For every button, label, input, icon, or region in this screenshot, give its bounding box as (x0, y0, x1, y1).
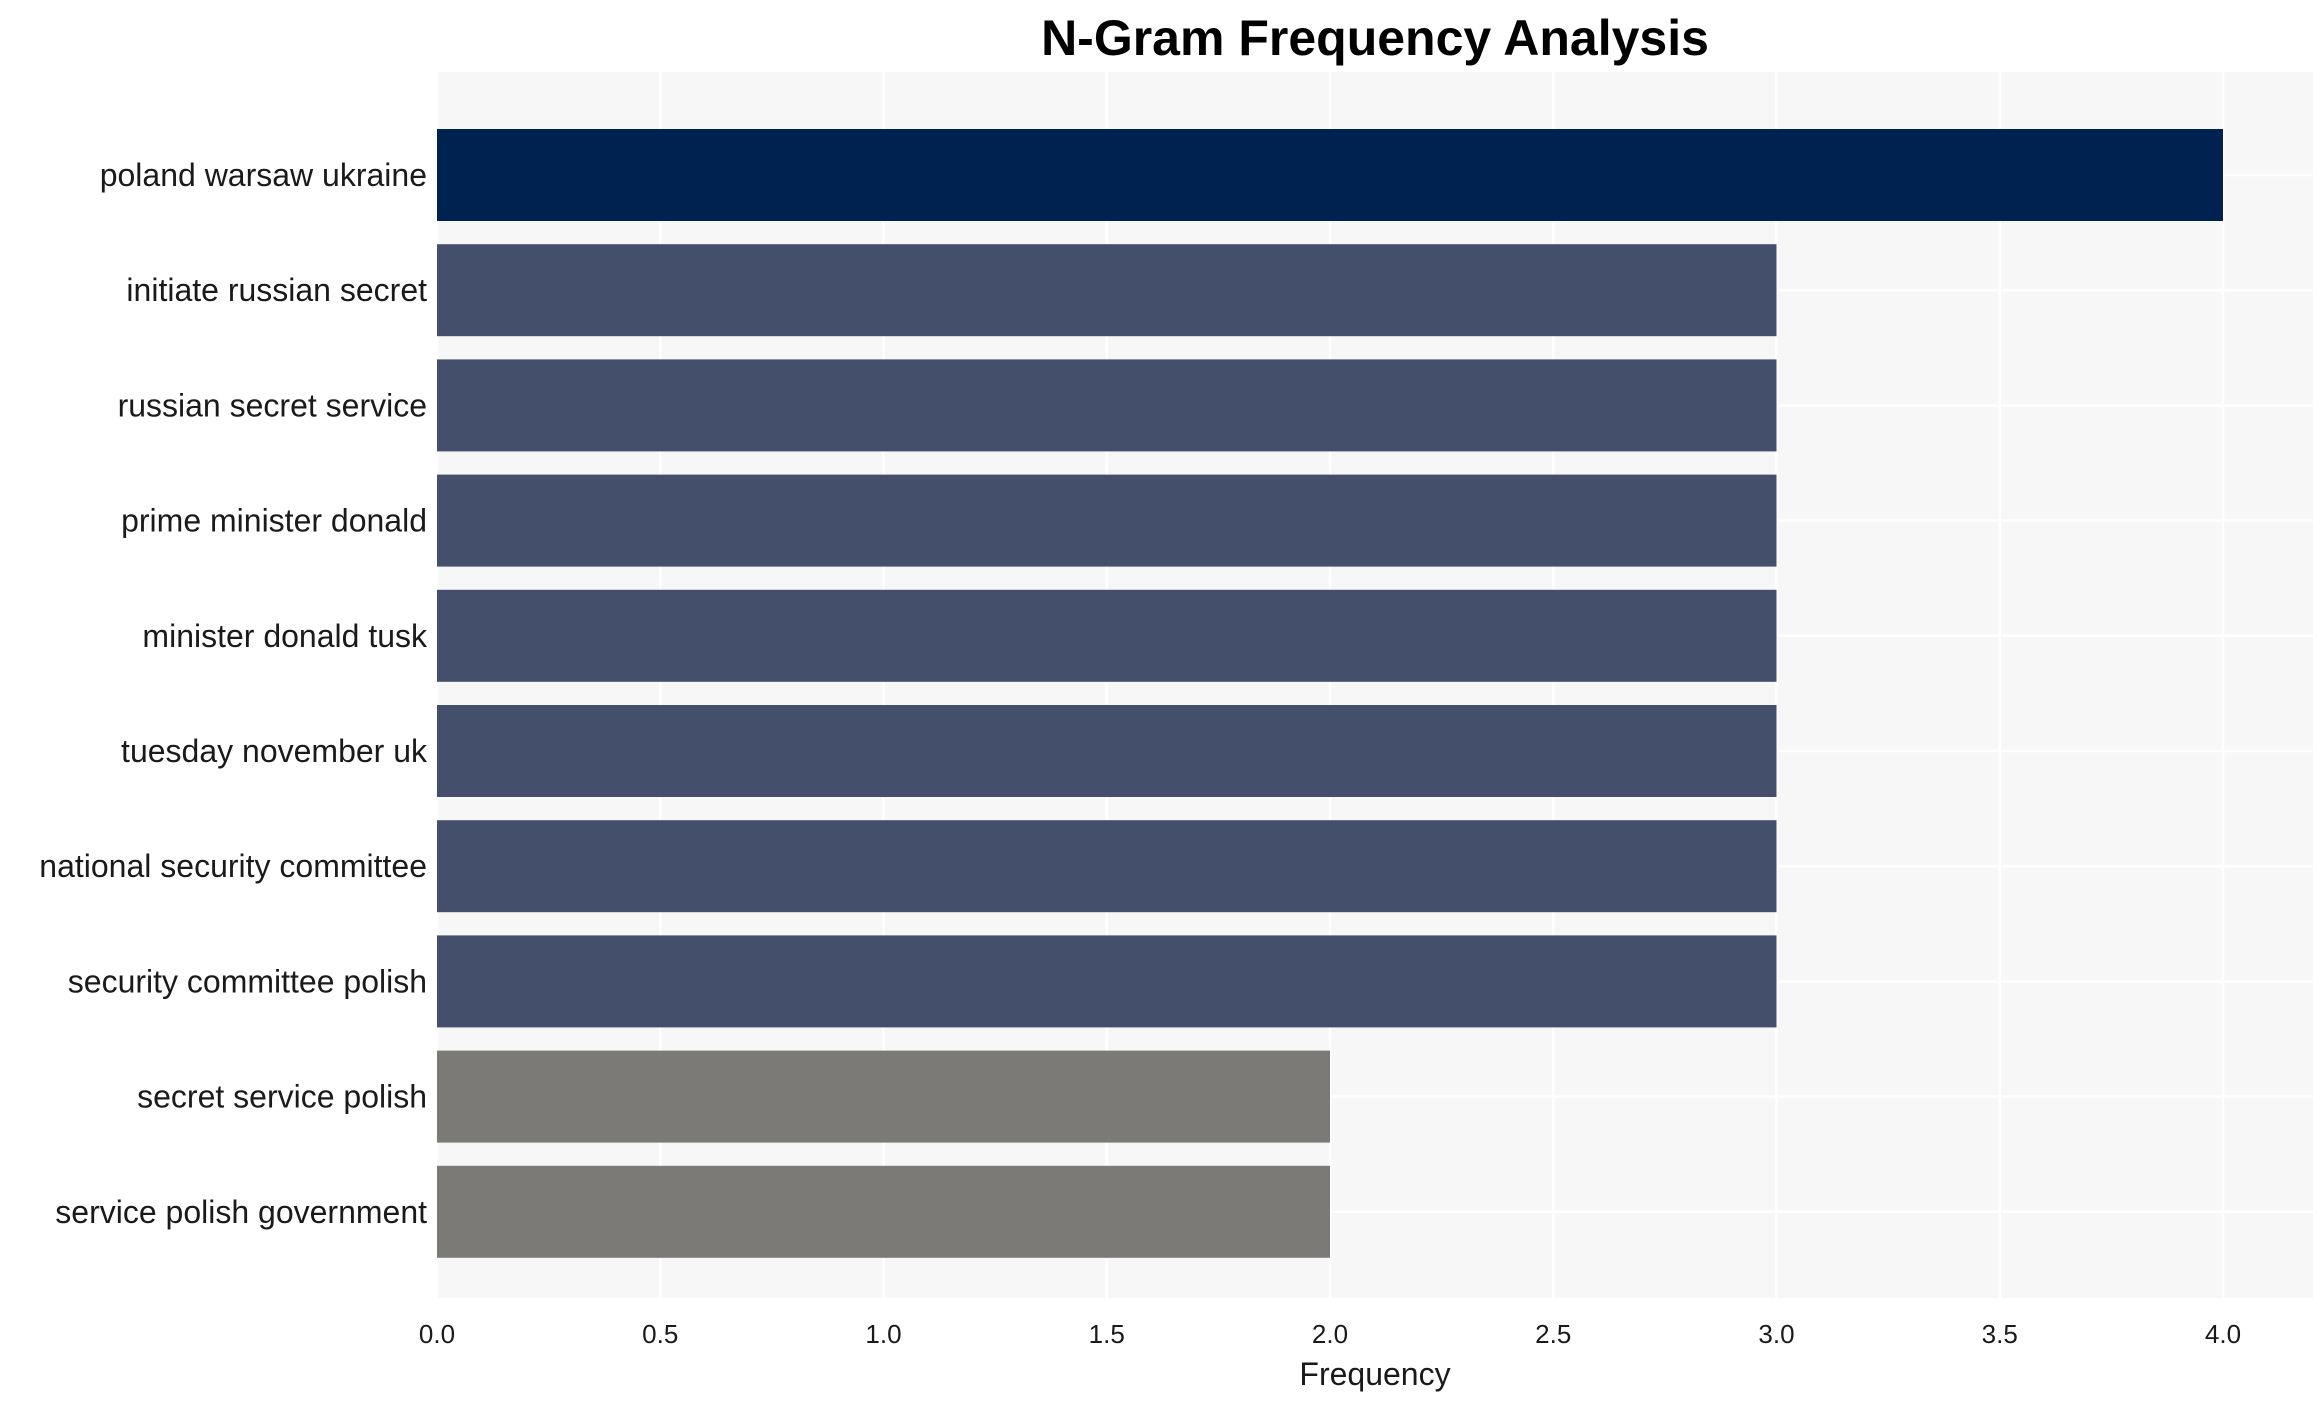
x-tick-label: 2.0 (1312, 1319, 1348, 1349)
x-tick-label: 3.0 (1758, 1319, 1794, 1349)
bar (437, 1165, 1330, 1258)
bar (437, 244, 1777, 337)
bars-group (437, 129, 2223, 1258)
x-tick-labels: 0.0 0.5 1.0 1.5 2.0 2.5 3.0 3.5 4.0 (419, 1319, 2241, 1349)
x-tick-label: 2.5 (1535, 1319, 1571, 1349)
bar (437, 1050, 1330, 1143)
category-label: poland warsaw ukraine (100, 157, 427, 193)
category-label: secret service polish (137, 1079, 427, 1115)
category-label: national security committee (39, 848, 427, 884)
bar (437, 589, 1777, 682)
category-label: security committee polish (68, 963, 427, 999)
bar (437, 820, 1777, 913)
category-label: minister donald tusk (142, 618, 428, 654)
bar (437, 129, 2223, 221)
category-label: tuesday november uk (121, 733, 428, 769)
category-label: service polish government (55, 1194, 427, 1230)
chart-title: N-Gram Frequency Analysis (1041, 10, 1709, 66)
x-axis-title: Frequency (1299, 1356, 1450, 1392)
category-label: prime minister donald (121, 503, 427, 539)
category-labels: poland warsaw ukraine initiate russian se… (39, 157, 428, 1230)
bar (437, 474, 1777, 567)
x-tick-label: 0.5 (642, 1319, 678, 1349)
bar (437, 359, 1777, 452)
x-tick-label: 3.5 (1982, 1319, 2018, 1349)
category-label: russian secret service (118, 387, 427, 423)
x-tick-label: 0.0 (419, 1319, 455, 1349)
category-label: initiate russian secret (126, 272, 427, 308)
x-tick-label: 1.5 (1089, 1319, 1125, 1349)
x-tick-label: 4.0 (2205, 1319, 2241, 1349)
bar (437, 935, 1777, 1028)
x-tick-label: 1.0 (865, 1319, 901, 1349)
bar (437, 705, 1777, 797)
